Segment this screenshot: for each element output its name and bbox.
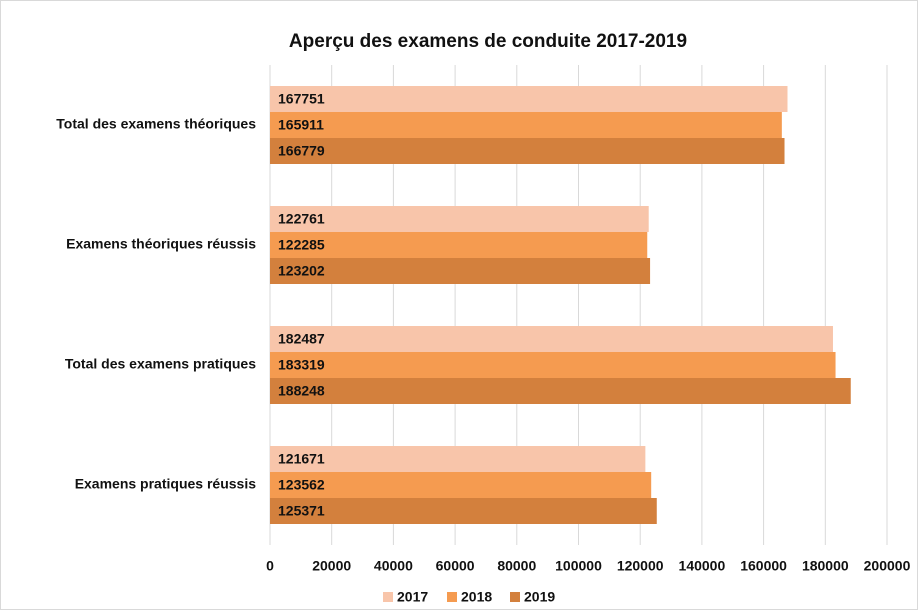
legend-label: 2019 — [524, 589, 555, 605]
data-label: 183319 — [278, 357, 325, 373]
data-label: 165911 — [278, 117, 324, 133]
x-tick-label: 180000 — [802, 558, 849, 574]
bar — [270, 258, 651, 284]
bar — [270, 378, 851, 404]
x-tick-label: 80000 — [497, 558, 536, 574]
x-tick-label: 140000 — [679, 558, 726, 574]
legend-label: 2017 — [397, 589, 428, 605]
bar — [270, 352, 836, 378]
x-tick-label: 20000 — [312, 558, 351, 574]
bar — [270, 326, 833, 352]
legend-swatch — [447, 592, 457, 602]
x-tick-label: 100000 — [555, 558, 602, 574]
x-tick-label: 120000 — [617, 558, 664, 574]
bar — [270, 472, 652, 498]
x-tick-label: 40000 — [374, 558, 413, 574]
x-tick-label: 160000 — [740, 558, 787, 574]
bar — [270, 138, 785, 164]
x-tick-label: 60000 — [436, 558, 475, 574]
data-label: 188248 — [278, 383, 325, 399]
data-label: 123202 — [278, 263, 325, 279]
data-label: 166779 — [278, 143, 325, 159]
data-label: 167751 — [278, 91, 325, 107]
y-tick-label: Total des examens théoriques — [56, 116, 256, 132]
bar — [270, 206, 649, 232]
data-label: 122285 — [278, 237, 325, 253]
chart-title: Aperçu des examens de conduite 2017-2019 — [289, 31, 687, 52]
legend-swatch — [510, 592, 520, 602]
bar — [270, 232, 648, 258]
y-tick-label: Examens théoriques réussis — [66, 236, 256, 252]
data-label: 122761 — [278, 211, 325, 227]
data-label: 123562 — [278, 477, 325, 493]
x-tick-label: 0 — [266, 558, 274, 574]
legend-swatch — [383, 592, 393, 602]
x-tick-label: 200000 — [864, 558, 911, 574]
bar — [270, 446, 646, 472]
data-label: 182487 — [278, 331, 325, 347]
legend-label: 2018 — [461, 589, 492, 605]
bar — [270, 112, 782, 138]
bar — [270, 86, 788, 112]
bar — [270, 498, 657, 524]
data-label: 125371 — [278, 503, 325, 519]
y-tick-label: Examens pratiques réussis — [75, 476, 257, 492]
data-label: 121671 — [278, 451, 325, 467]
y-tick-label: Total des examens pratiques — [65, 356, 256, 372]
